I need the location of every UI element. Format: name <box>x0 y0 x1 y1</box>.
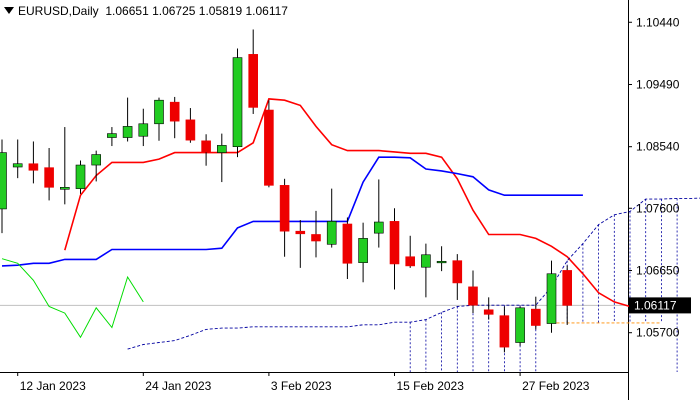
candle-body <box>515 307 525 343</box>
current-price-box <box>629 297 691 314</box>
candle-body <box>499 315 510 348</box>
indicator-lines <box>1 98 700 350</box>
candle-body <box>468 286 478 306</box>
candle-body <box>546 273 557 324</box>
candle-body <box>311 234 321 242</box>
candle-body <box>326 221 337 245</box>
candle-body <box>154 99 164 125</box>
candle-body <box>217 145 227 153</box>
candle-body <box>107 133 117 138</box>
symbol-label: EURUSD,Daily <box>18 4 99 18</box>
candle-body <box>373 221 384 234</box>
candle-body <box>436 261 447 264</box>
time-tick-label: 24 Jan 2023 <box>145 379 211 393</box>
chart-header: EURUSD,Daily 1.06651 1.06725 1.05819 1.0… <box>4 4 288 18</box>
indicator-line-3 <box>127 197 700 350</box>
price-tick-label: 1.10440 <box>636 15 680 29</box>
candle-body <box>169 101 180 122</box>
price-tick-label: 1.07600 <box>636 201 680 215</box>
time-axis: 12 Jan 2023 24 Jan 2023 3 Feb 2023 15 Feb 2… <box>17 372 590 393</box>
candle-body <box>91 154 101 166</box>
indicator-line-1 <box>1 156 583 267</box>
ichimoku-cloud <box>409 198 678 372</box>
candle-body <box>562 270 573 306</box>
price-tick-label: 1.08540 <box>636 140 680 154</box>
plot-frame <box>0 0 629 400</box>
candle-body <box>389 221 400 265</box>
candle-body <box>421 254 431 268</box>
candle-body <box>264 109 274 186</box>
dropdown-triangle-icon[interactable] <box>4 7 14 14</box>
candle-body <box>75 164 86 189</box>
candle-body <box>12 163 23 168</box>
time-tick-label: 27 Feb 2023 <box>522 379 590 393</box>
current-price-label: 1.06117 <box>634 298 677 312</box>
time-tick-label: 12 Jan 2023 <box>20 379 86 393</box>
candle-body <box>483 309 494 315</box>
time-tick-label: 3 Feb 2023 <box>271 379 332 393</box>
candle-body <box>452 260 463 284</box>
candle-body <box>342 223 353 264</box>
candle-body <box>44 167 54 188</box>
candle-body <box>248 54 258 108</box>
candle-body <box>59 187 70 190</box>
indicator-line-2 <box>1 258 144 339</box>
price-axis: 1.05700 1.06650 1.07600 1.08540 1.09490 1.104… <box>628 15 691 340</box>
time-tick-label: 15 Feb 2023 <box>397 379 465 393</box>
candle-body <box>185 119 196 141</box>
candle-body <box>0 152 7 210</box>
price-tick-label: 1.05700 <box>636 326 680 340</box>
candle-body <box>405 256 416 267</box>
candles <box>0 29 573 353</box>
ohlc-readout: 1.06651 1.06725 1.05819 1.06117 <box>105 4 288 18</box>
candle-body <box>122 126 133 138</box>
indicator-line-0 <box>64 98 631 308</box>
candle-body <box>358 238 368 263</box>
candle-body <box>295 230 306 235</box>
candle-body <box>201 140 211 153</box>
candle-body <box>28 163 39 171</box>
candle-body <box>279 185 290 232</box>
candle-body <box>138 123 149 137</box>
price-tick-label: 1.09490 <box>636 77 680 91</box>
candle-body <box>530 308 541 326</box>
candle-body <box>232 57 243 148</box>
price-tick-label: 1.06650 <box>636 263 680 277</box>
